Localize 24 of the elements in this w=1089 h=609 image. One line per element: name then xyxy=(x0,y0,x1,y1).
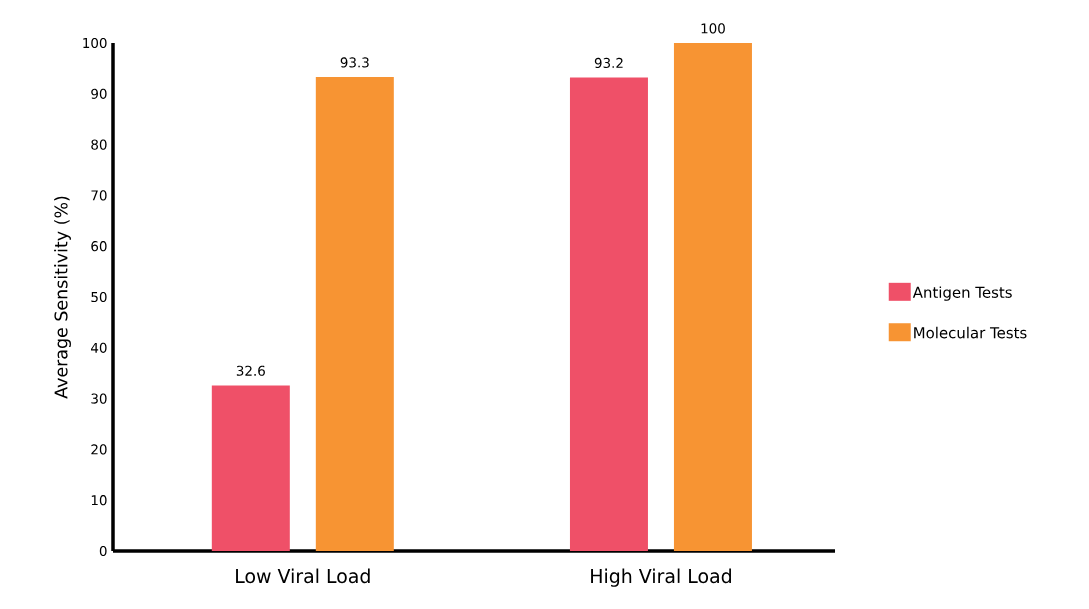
y-axis-title: Average Sensitivity (%) xyxy=(54,196,71,399)
x-tick-label: Low Viral Load xyxy=(236,568,370,584)
data-label: 93.3 xyxy=(340,57,369,68)
legend-label: Antigen Tests xyxy=(912,286,1012,301)
bar xyxy=(211,385,290,551)
bar xyxy=(315,77,394,551)
y-tick-label: 60 xyxy=(91,241,107,252)
y-tick-label: 90 xyxy=(91,88,107,99)
y-tick-label: 30 xyxy=(91,393,107,404)
bar xyxy=(673,42,752,551)
legend-label: Molecular Tests xyxy=(914,326,1027,339)
data-label: 93.2 xyxy=(594,57,623,69)
y-tick-label: 40 xyxy=(91,342,107,353)
y-tick-label: 80 xyxy=(91,139,107,150)
y-tick-label: 20 xyxy=(91,444,107,455)
y-tick-label: 10 xyxy=(91,495,107,506)
y-tick-label: 70 xyxy=(91,190,107,201)
bar xyxy=(569,77,648,551)
x-tick-label: High Viral Load xyxy=(591,568,731,587)
y-tick-label: 50 xyxy=(91,291,107,303)
data-label: 100 xyxy=(701,23,725,34)
y-tick-label: 0 xyxy=(99,545,107,557)
y-tick-label: 100 xyxy=(83,37,107,49)
data-label: 32.6 xyxy=(236,365,265,376)
